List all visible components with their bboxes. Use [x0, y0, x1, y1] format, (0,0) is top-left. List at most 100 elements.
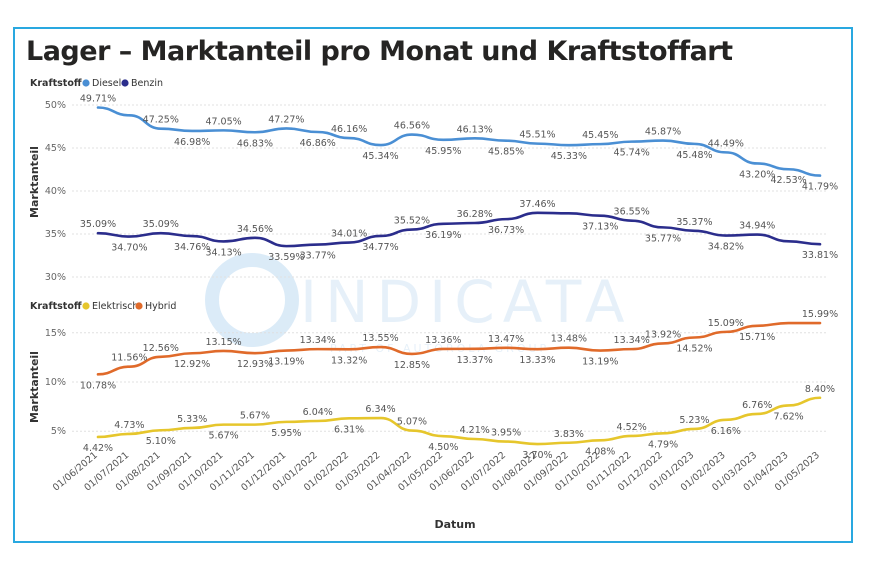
y-tick-label: 35% [45, 229, 66, 240]
data-label-benzin: 35.09% [143, 219, 179, 230]
data-label-hybrid: 13.19% [268, 357, 304, 368]
data-label-hybrid: 12.85% [394, 360, 430, 371]
y-tick-label: 15% [45, 328, 66, 339]
data-label-elektrisch: 6.16% [711, 426, 741, 437]
y-tick-label: 30% [45, 272, 66, 283]
data-label-elektrisch: 8.40% [805, 384, 835, 395]
data-label-hybrid: 13.48% [551, 334, 587, 345]
data-label-hybrid: 12.93% [237, 359, 273, 370]
y-tick-label: 5% [51, 426, 66, 437]
data-label-diesel: 45.85% [488, 147, 524, 158]
legend-label-hybrid: Hybrid [145, 301, 176, 312]
data-label-benzin: 34.01% [331, 229, 367, 240]
series-line-elektrisch [96, 396, 822, 446]
data-label-benzin: 34.94% [739, 221, 775, 232]
data-label-diesel: 44.49% [708, 138, 744, 149]
data-label-hybrid: 13.19% [582, 357, 618, 368]
data-label-hybrid: 11.56% [111, 353, 147, 364]
legend-label-elektrisch: Elektrisch [92, 301, 138, 312]
data-label-diesel: 45.51% [519, 130, 555, 141]
data-label-elektrisch: 4.79% [648, 439, 678, 450]
watermark-text: INDICATA [300, 268, 633, 336]
data-label-benzin: 35.37% [676, 217, 712, 228]
data-label-hybrid: 15.99% [802, 309, 838, 320]
chart-frame [13, 27, 853, 543]
data-label-hybrid: 15.09% [708, 318, 744, 329]
data-label-elektrisch: 4.42% [83, 443, 113, 454]
data-label-elektrisch: 7.62% [774, 411, 804, 422]
legend-marker-elektrisch [82, 302, 90, 310]
legend-label-benzin: Benzin [131, 78, 163, 89]
data-label-diesel: 45.33% [551, 151, 587, 162]
data-label-elektrisch: 4.52% [617, 422, 647, 433]
data-label-benzin: 34.56% [237, 224, 273, 235]
data-label-hybrid: 13.55% [362, 333, 398, 344]
indicata-watermark: INDICATA PART OF AUTOROLA GROUP [205, 253, 633, 355]
y-axis-label-top: Marktanteil [28, 146, 41, 218]
data-label-benzin: 34.82% [708, 242, 744, 253]
watermark-logo-circle [205, 253, 299, 347]
legend-marker-benzin [121, 79, 129, 87]
y-tick-label: 45% [45, 143, 66, 154]
data-label-elektrisch: 4.73% [114, 420, 144, 431]
data-label-diesel: 46.86% [300, 138, 336, 149]
data-label-benzin: 36.55% [614, 207, 650, 218]
legend-marker-diesel [82, 79, 90, 87]
data-label-benzin: 36.28% [457, 209, 493, 220]
data-label-elektrisch: 5.67% [240, 411, 270, 422]
data-label-hybrid: 12.56% [143, 343, 179, 354]
legend-bottom: Kraftstoff Elektrisch Hybrid [30, 301, 176, 312]
data-label-diesel: 45.87% [645, 127, 681, 138]
data-label-hybrid: 13.47% [488, 334, 524, 345]
data-label-hybrid: 15.71% [739, 332, 775, 343]
data-label-elektrisch: 3.70% [522, 450, 552, 461]
data-label-elektrisch: 5.33% [177, 414, 207, 425]
y-tick-label: 10% [45, 377, 66, 388]
data-label-benzin: 33.81% [802, 250, 838, 261]
data-label-hybrid: 13.33% [519, 355, 555, 366]
data-label-elektrisch: 4.21% [460, 425, 490, 436]
data-label-diesel: 47.05% [205, 116, 241, 127]
data-label-benzin: 34.77% [362, 242, 398, 253]
data-label-benzin: 35.77% [645, 233, 681, 244]
data-label-diesel: 45.34% [362, 151, 398, 162]
data-label-diesel: 45.95% [425, 146, 461, 157]
chart-marks: 30% 35% 40% 45% 50% 49.71% 47.25% 46.98% 47.05% 4… [45, 93, 838, 493]
data-label-diesel: 47.27% [268, 114, 304, 125]
data-label-elektrisch: 6.76% [742, 400, 772, 411]
data-label-benzin: 34.76% [174, 242, 210, 253]
legend-top: Kraftstoff Diesel Benzin [30, 78, 163, 89]
data-label-diesel: 46.98% [174, 137, 210, 148]
series-line-diesel [96, 106, 822, 177]
data-label-elektrisch: 5.10% [146, 436, 176, 447]
data-label-diesel: 46.16% [331, 124, 367, 135]
y-axis-label-bottom: Marktanteil [28, 351, 41, 423]
data-label-elektrisch: 6.04% [303, 407, 333, 418]
data-label-benzin: 36.73% [488, 225, 524, 236]
data-label-hybrid: 14.52% [676, 343, 712, 354]
data-label-benzin: 35.52% [394, 216, 430, 227]
series-line-benzin [96, 211, 822, 248]
legend-title: Kraftstoff [30, 301, 82, 312]
data-label-diesel: 46.56% [394, 121, 430, 132]
y-tick-label: 40% [45, 186, 66, 197]
legend-title: Kraftstoff [30, 78, 82, 89]
series-line-hybrid [96, 321, 822, 376]
data-label-elektrisch: 4.08% [585, 446, 615, 457]
legend-label-diesel: Diesel [92, 78, 121, 89]
data-label-diesel: 46.13% [457, 124, 493, 135]
data-label-hybrid: 12.92% [174, 359, 210, 370]
data-label-benzin: 35.09% [80, 219, 116, 230]
data-label-hybrid: 13.37% [457, 355, 493, 366]
data-label-diesel: 45.74% [614, 148, 650, 159]
data-label-hybrid: 13.15% [205, 337, 241, 348]
data-label-diesel: 41.79% [802, 182, 838, 193]
data-label-elektrisch: 6.31% [334, 424, 364, 435]
data-label-diesel: 45.45% [582, 130, 618, 141]
data-label-diesel: 46.83% [237, 138, 273, 149]
data-label-diesel: 45.48% [676, 150, 712, 161]
data-label-elektrisch: 5.95% [271, 428, 301, 439]
data-label-hybrid: 13.36% [425, 335, 461, 346]
data-label-hybrid: 13.34% [300, 335, 336, 346]
data-label-elektrisch: 4.50% [428, 442, 458, 453]
